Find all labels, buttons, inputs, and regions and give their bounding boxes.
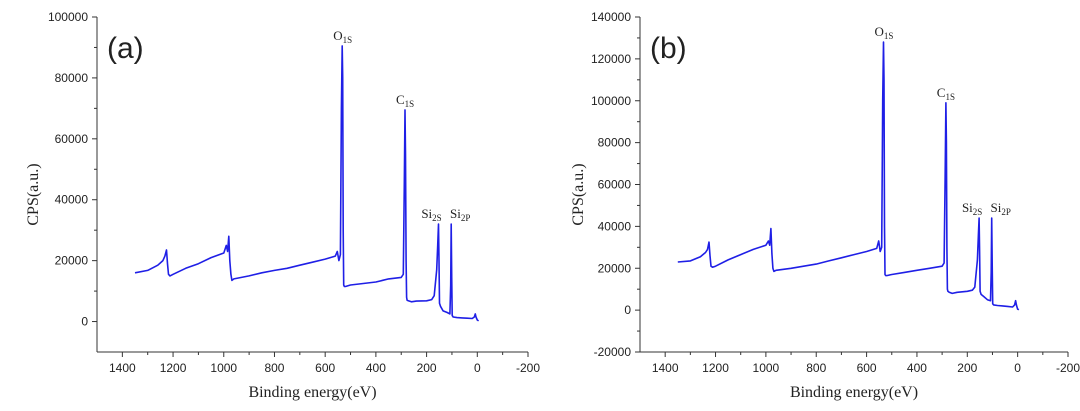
spectrum-line <box>134 45 480 322</box>
x-axis-title: Binding energy(eV) <box>248 384 376 401</box>
y-tick-label: 100000 <box>591 94 631 108</box>
x-tick-label: 1200 <box>702 361 729 375</box>
y-tick-label: 20000 <box>55 254 89 268</box>
y-tick-label: 100000 <box>48 10 88 24</box>
x-tick-label: 600 <box>315 361 335 375</box>
x-tick-label: 1000 <box>753 361 780 375</box>
panel-label: (a) <box>107 32 144 65</box>
x-tick-label: 200 <box>417 361 437 375</box>
peak-label: O1S <box>333 28 352 45</box>
y-tick-label: 60000 <box>55 132 89 146</box>
x-tick-label: 1200 <box>160 361 187 375</box>
y-tick-label: 0 <box>81 315 88 329</box>
panel-label: (b) <box>650 32 687 65</box>
x-tick-label: 1400 <box>652 361 679 375</box>
x-tick-label: 1400 <box>109 361 136 375</box>
x-tick-label: -200 <box>516 361 540 375</box>
x-tick-label: 200 <box>957 361 977 375</box>
peak-label: C1S <box>937 85 955 102</box>
x-tick-label: 400 <box>366 361 386 375</box>
x-tick-label: 0 <box>1014 361 1021 375</box>
y-tick-label: 0 <box>624 303 631 317</box>
x-tick-label: 400 <box>907 361 927 375</box>
x-tick-label: 0 <box>474 361 481 375</box>
y-axis-title: CPS(a.u.) <box>25 163 42 225</box>
y-tick-label: 80000 <box>598 136 632 150</box>
x-tick-label: 600 <box>857 361 877 375</box>
x-tick-label: 800 <box>806 361 826 375</box>
x-axis-title: Binding energy(eV) <box>790 384 918 401</box>
peak-label: Si2S <box>421 206 441 223</box>
peak-label: Si2P <box>991 200 1011 217</box>
y-tick-label: 40000 <box>598 219 632 233</box>
spectrum-line <box>677 41 1020 311</box>
x-tick-label: 800 <box>264 361 284 375</box>
peak-label: O1S <box>875 24 894 41</box>
x-tick-label: 1000 <box>210 361 237 375</box>
y-tick-label: 20000 <box>598 261 632 275</box>
y-tick-label: -20000 <box>594 345 632 359</box>
y-axis-title: CPS(a.u.) <box>570 163 587 225</box>
y-tick-label: 120000 <box>591 52 631 66</box>
panel-b: -20000 0 20000 40000 60000 80000 100000 120000 1… <box>570 10 1080 401</box>
peak-label: Si2S <box>962 200 982 217</box>
peak-label: C1S <box>396 92 414 109</box>
y-tick-label: 80000 <box>55 71 89 85</box>
y-tick-label: 40000 <box>55 193 89 207</box>
panel-a: 0 20000 40000 60000 80000 100000 1400 1200 1000 8… <box>25 10 540 401</box>
y-tick-label: 140000 <box>591 10 631 24</box>
peak-label: Si2P <box>450 206 470 223</box>
y-tick-label: 60000 <box>598 178 632 192</box>
x-tick-label: -200 <box>1056 361 1080 375</box>
